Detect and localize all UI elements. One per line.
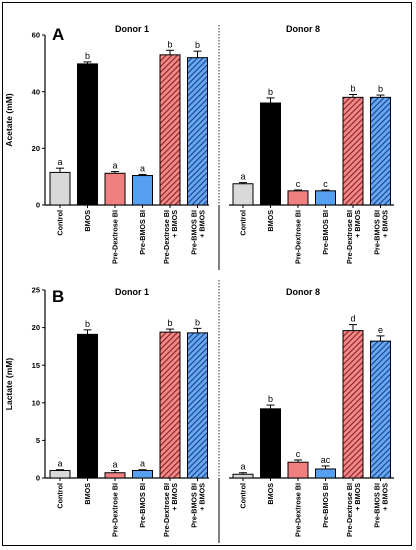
bar [104,472,126,479]
bar [342,96,364,206]
y-tick-label: 20 [32,144,40,153]
significance-letter: b [167,318,172,328]
bar [159,331,181,479]
significance-letter: a [140,459,145,469]
bar [287,461,309,479]
x-tick-label: Pre-Dextrose BI+ BMOS [162,210,179,264]
x-tick-label: Pre-BMOS BI [138,483,147,528]
bar [370,340,391,479]
bar [104,172,126,206]
significance-letter: a [112,161,117,171]
significance-letter: c [296,449,301,459]
bar [187,332,208,479]
x-tick-label: Pre-BMOS BI [321,483,330,528]
x-tick-label: Control [56,483,65,509]
bar [49,171,71,206]
x-tick-label: Pre-Dextrose BI [111,210,120,264]
x-tick-label: Pre-Dextrose BI+ BMOS [162,483,179,537]
y-tick-label: 60 [32,31,40,40]
y-tick-label: 0 [36,201,40,210]
y-tick-label: 20 [32,323,40,332]
bar [260,408,281,479]
x-tick-label: Pre-BMOS BI+ BMOS [373,210,390,255]
panel-b: 0 5 10 15 20 25 Lactate (mM) B Donor 1 a Control b B… [4,280,394,543]
significance-letter: a [240,172,245,182]
bar [260,102,281,206]
x-tick-label: Pre-BMOS BI+ BMOS [190,483,207,528]
bar [187,57,208,206]
significance-letter: c [323,179,328,189]
x-tick-label: Pre-BMOS BI+ BMOS [373,483,390,528]
significance-letter: d [350,314,355,324]
significance-letter: a [140,163,145,173]
y-tick-label: 5 [36,436,40,445]
bar [287,190,309,206]
x-tick-label: Pre-BMOS BI [321,210,330,255]
donor-label: Donor 8 [286,287,320,297]
significance-letter: b [85,319,90,329]
bar [232,473,254,479]
x-tick-label: Control [239,210,248,236]
y-tick-label: 40 [32,87,40,96]
panel-letter: B [52,287,64,306]
significance-letter: ac [321,455,331,465]
significance-letter: b [378,84,383,94]
significance-letter: a [57,157,62,167]
x-tick-label: Pre-Dextrose BI [294,210,303,264]
significance-letter: a [240,462,245,472]
bar [315,468,336,479]
y-tick-label: 25 [32,286,40,295]
x-tick-label: Pre-Dextrose BI+ BMOS [345,210,362,264]
significance-letter: a [112,459,117,469]
x-tick-label: Pre-Dextrose BI [294,483,303,537]
bar [232,183,254,206]
panel-letter: A [52,25,64,44]
significance-letter: b [268,87,273,97]
significance-letter: a [57,459,62,469]
bar [342,330,364,479]
significance-letter: e [378,325,383,335]
bar [315,190,336,206]
donor-label: Donor 8 [286,24,320,34]
x-tick-label: Pre-Dextrose BI [111,483,120,537]
x-tick-label: BMOS [83,483,92,505]
significance-letter: b [167,39,172,49]
figure-frame [2,2,412,546]
panel-a: 0 20 40 60 Acetate (mM) A Donor 1 a Control b BMOS… [4,24,394,270]
bar [49,469,71,479]
x-tick-label: Pre-Dextrose BI+ BMOS [345,483,362,537]
x-tick-label: Control [56,210,65,236]
bar [159,54,181,206]
significance-letter: b [85,51,90,61]
significance-letter: c [296,179,301,189]
significance-letter: b [350,84,355,94]
significance-letter: b [268,394,273,404]
x-tick-label: BMOS [266,483,275,505]
y-tick-label: 15 [32,361,40,370]
significance-letter: b [195,40,200,50]
x-tick-label: Control [239,483,248,509]
y-axis-label: Lactate (mM) [4,358,14,411]
donor-label: Donor 1 [115,287,149,297]
bar [132,175,153,206]
y-tick-label: 0 [36,474,40,483]
bar [132,469,153,479]
y-axis-label: Acetate (mM) [4,93,14,147]
x-tick-label: Pre-BMOS BI+ BMOS [190,210,207,255]
x-tick-label: Pre-BMOS BI [138,210,147,255]
x-tick-label: BMOS [83,210,92,232]
y-tick-label: 10 [32,398,40,407]
significance-letter: b [195,317,200,327]
bar [77,333,98,479]
bar [370,96,391,206]
x-tick-label: BMOS [266,210,275,232]
bar [77,63,98,206]
donor-label: Donor 1 [115,24,149,34]
